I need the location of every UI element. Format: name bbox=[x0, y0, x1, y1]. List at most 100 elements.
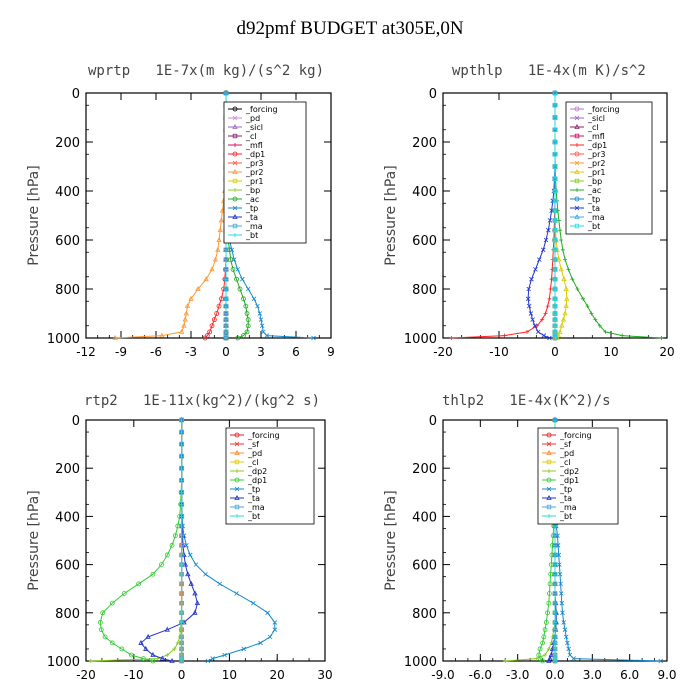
legend-label: _tp bbox=[587, 195, 600, 204]
data-point bbox=[567, 652, 573, 658]
data-point bbox=[552, 164, 558, 169]
legend-label: _ma bbox=[587, 213, 605, 222]
legend-marker bbox=[232, 123, 238, 129]
data-point bbox=[121, 591, 127, 596]
data-point bbox=[553, 562, 557, 567]
data-point bbox=[558, 591, 564, 596]
plot-frame bbox=[85, 419, 326, 662]
legend: _forcing_pd_sicl_cl_mfl_dp1_pr3_pr2_pr1_… bbox=[223, 101, 307, 244]
data-point bbox=[449, 336, 454, 340]
legend-marker bbox=[232, 223, 238, 229]
data-point bbox=[178, 328, 185, 334]
x-tick-label: 9.0 bbox=[657, 668, 676, 682]
data-point bbox=[224, 267, 228, 272]
data-point bbox=[552, 188, 558, 194]
data-point bbox=[552, 237, 558, 243]
y-axis-label: Pressure [hPa] bbox=[383, 490, 399, 590]
data-point bbox=[553, 652, 557, 657]
data-point bbox=[179, 562, 184, 567]
data-point bbox=[211, 317, 217, 323]
data-point bbox=[216, 236, 222, 242]
data-point bbox=[552, 317, 558, 322]
legend-label: _cl bbox=[559, 458, 571, 467]
legend-marker bbox=[546, 441, 552, 447]
panel-2: -20 -10 0 10 20 30 0 200 400 600 800 1000 Pressure [… bbox=[26, 414, 333, 682]
panel-3: -9.0 -6.0 -3.0 0.0 3.0 6.0 9.0 0 200 400 600 800 100… bbox=[383, 414, 677, 682]
data-point bbox=[571, 656, 576, 661]
data-point bbox=[140, 656, 146, 661]
data-point bbox=[659, 336, 664, 340]
data-point bbox=[553, 601, 557, 606]
legend-label: _ma bbox=[245, 222, 263, 231]
data-point bbox=[526, 286, 531, 292]
legend-label: _forcing bbox=[247, 431, 280, 440]
x-tick-label: 6.0 bbox=[620, 668, 639, 682]
legend-label: _dp1 bbox=[245, 150, 265, 159]
data-point bbox=[658, 658, 664, 664]
series-line-dp2 bbox=[90, 420, 183, 662]
data-point bbox=[503, 659, 508, 663]
data-point bbox=[205, 658, 211, 664]
data-point bbox=[165, 652, 170, 657]
legend-label: _ta bbox=[559, 494, 572, 503]
data-point bbox=[224, 287, 228, 291]
data-point bbox=[553, 524, 557, 529]
data-point bbox=[240, 276, 245, 282]
data-point bbox=[234, 276, 239, 282]
data-point bbox=[224, 304, 228, 309]
legend-label: _bp bbox=[245, 186, 260, 195]
data-point bbox=[528, 311, 534, 316]
panel-0: -12 -9 -6 -3 0 3 6 9 0 200 400 600 800 1000 Pressure [… bbox=[26, 87, 335, 359]
data-point bbox=[560, 316, 567, 322]
data-point bbox=[272, 627, 278, 632]
data-point bbox=[552, 103, 558, 108]
data-point bbox=[562, 310, 568, 316]
legend-label: _ma bbox=[559, 503, 577, 512]
data-point bbox=[179, 418, 184, 422]
data-point bbox=[218, 217, 225, 223]
data-point bbox=[179, 640, 184, 645]
data-point bbox=[244, 311, 250, 316]
y-tick-label: 800 bbox=[55, 607, 80, 622]
data-point bbox=[562, 627, 568, 632]
data-point bbox=[259, 323, 265, 329]
legend: _forcing_sicl_cl_mfl_dp1_pr3_pr2_pr1_bp_… bbox=[565, 101, 653, 235]
legend-label: _bt bbox=[559, 512, 572, 521]
legend-label: _mfl bbox=[245, 141, 263, 150]
data-point bbox=[237, 286, 243, 292]
x-tick-label: 0 bbox=[178, 668, 186, 682]
data-point bbox=[547, 581, 553, 587]
data-point bbox=[553, 581, 557, 586]
legend-label: _pd bbox=[559, 449, 574, 458]
legend-label: _forcing bbox=[587, 105, 620, 114]
data-point bbox=[563, 285, 569, 291]
data-point bbox=[257, 311, 263, 316]
data-point bbox=[541, 333, 547, 338]
legend-marker bbox=[546, 459, 552, 465]
data-point bbox=[553, 620, 557, 625]
data-point bbox=[585, 304, 590, 309]
legend-label: _sf bbox=[247, 440, 259, 449]
legend-label: _mfl bbox=[587, 132, 605, 141]
data-point bbox=[224, 311, 228, 316]
x-tick-label: -20 bbox=[76, 668, 96, 682]
data-point bbox=[536, 652, 542, 658]
data-point bbox=[556, 552, 562, 558]
legend-marker bbox=[574, 106, 580, 112]
data-point bbox=[251, 600, 256, 606]
legend-marker bbox=[574, 223, 580, 229]
legend-marker bbox=[575, 143, 579, 147]
data-point bbox=[552, 267, 558, 272]
data-point bbox=[179, 552, 184, 557]
legend-label: _dp2 bbox=[559, 467, 579, 476]
data-point bbox=[532, 323, 538, 329]
legend-marker bbox=[234, 486, 240, 492]
legend-label: _sicl bbox=[245, 123, 263, 132]
y-tick-label: 600 bbox=[55, 559, 80, 574]
data-point bbox=[159, 332, 165, 338]
x-tick-label: -3 bbox=[185, 345, 197, 359]
data-point bbox=[207, 329, 213, 335]
panel-title-wprtp: wprtp 1E-7x(m kg)/(s^2 kg) bbox=[88, 63, 325, 79]
legend-box bbox=[565, 101, 653, 235]
